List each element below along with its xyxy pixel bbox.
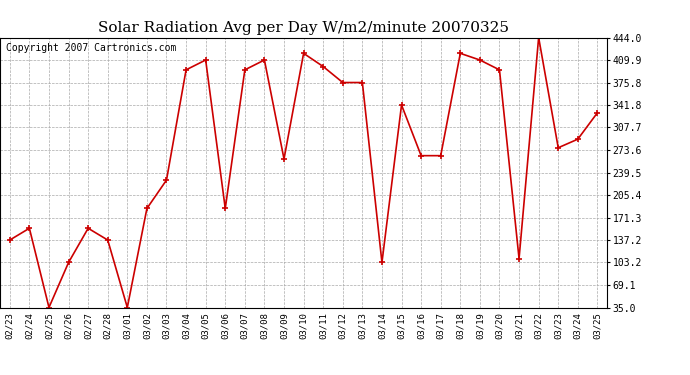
Title: Solar Radiation Avg per Day W/m2/minute 20070325: Solar Radiation Avg per Day W/m2/minute … <box>98 21 509 35</box>
Text: Copyright 2007 Cartronics.com: Copyright 2007 Cartronics.com <box>6 43 177 53</box>
